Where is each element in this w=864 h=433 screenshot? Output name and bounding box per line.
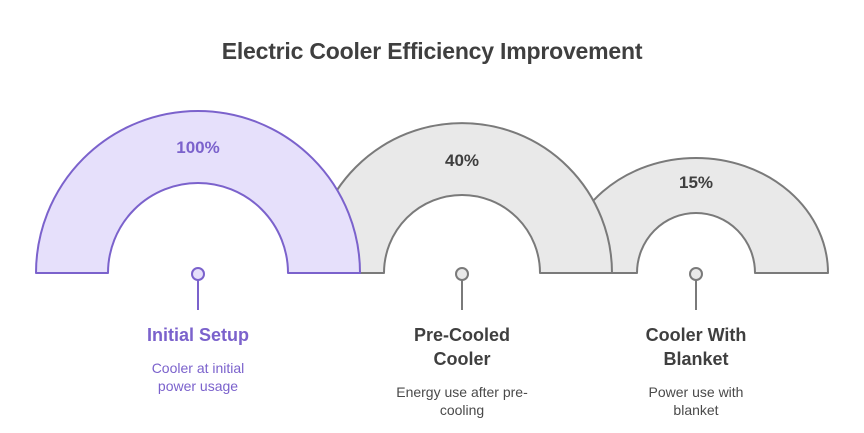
- percent-cooler-with-blanket: 15%: [679, 173, 713, 192]
- label-pre-cooled-cooler: Pre-Cooled Cooler: [413, 325, 510, 369]
- label-cooler-with-blanket: Cooler With Blanket: [645, 325, 747, 369]
- percent-pre-cooled-cooler: 40%: [445, 151, 479, 170]
- dot-initial-setup: [191, 267, 205, 281]
- dot-cooler-with-blanket: [689, 267, 703, 281]
- arch-initial-setup: [35, 110, 361, 274]
- description-pre-cooled-cooler: Energy use after pre-cooling: [396, 384, 528, 418]
- diagram-title: Electric Cooler Efficiency Improvement: [221, 38, 643, 64]
- dot-pre-cooled-cooler: [455, 267, 469, 281]
- label-initial-setup: Initial Setup: [146, 325, 249, 345]
- percent-initial-setup: 100%: [176, 138, 219, 157]
- description-initial-setup: Cooler at initial power usage: [151, 360, 245, 394]
- arch-pre-cooled-cooler: [311, 122, 613, 274]
- description-cooler-with-blanket: Power use with blanket: [648, 384, 744, 418]
- arch-cooler-with-blanket: [563, 157, 829, 274]
